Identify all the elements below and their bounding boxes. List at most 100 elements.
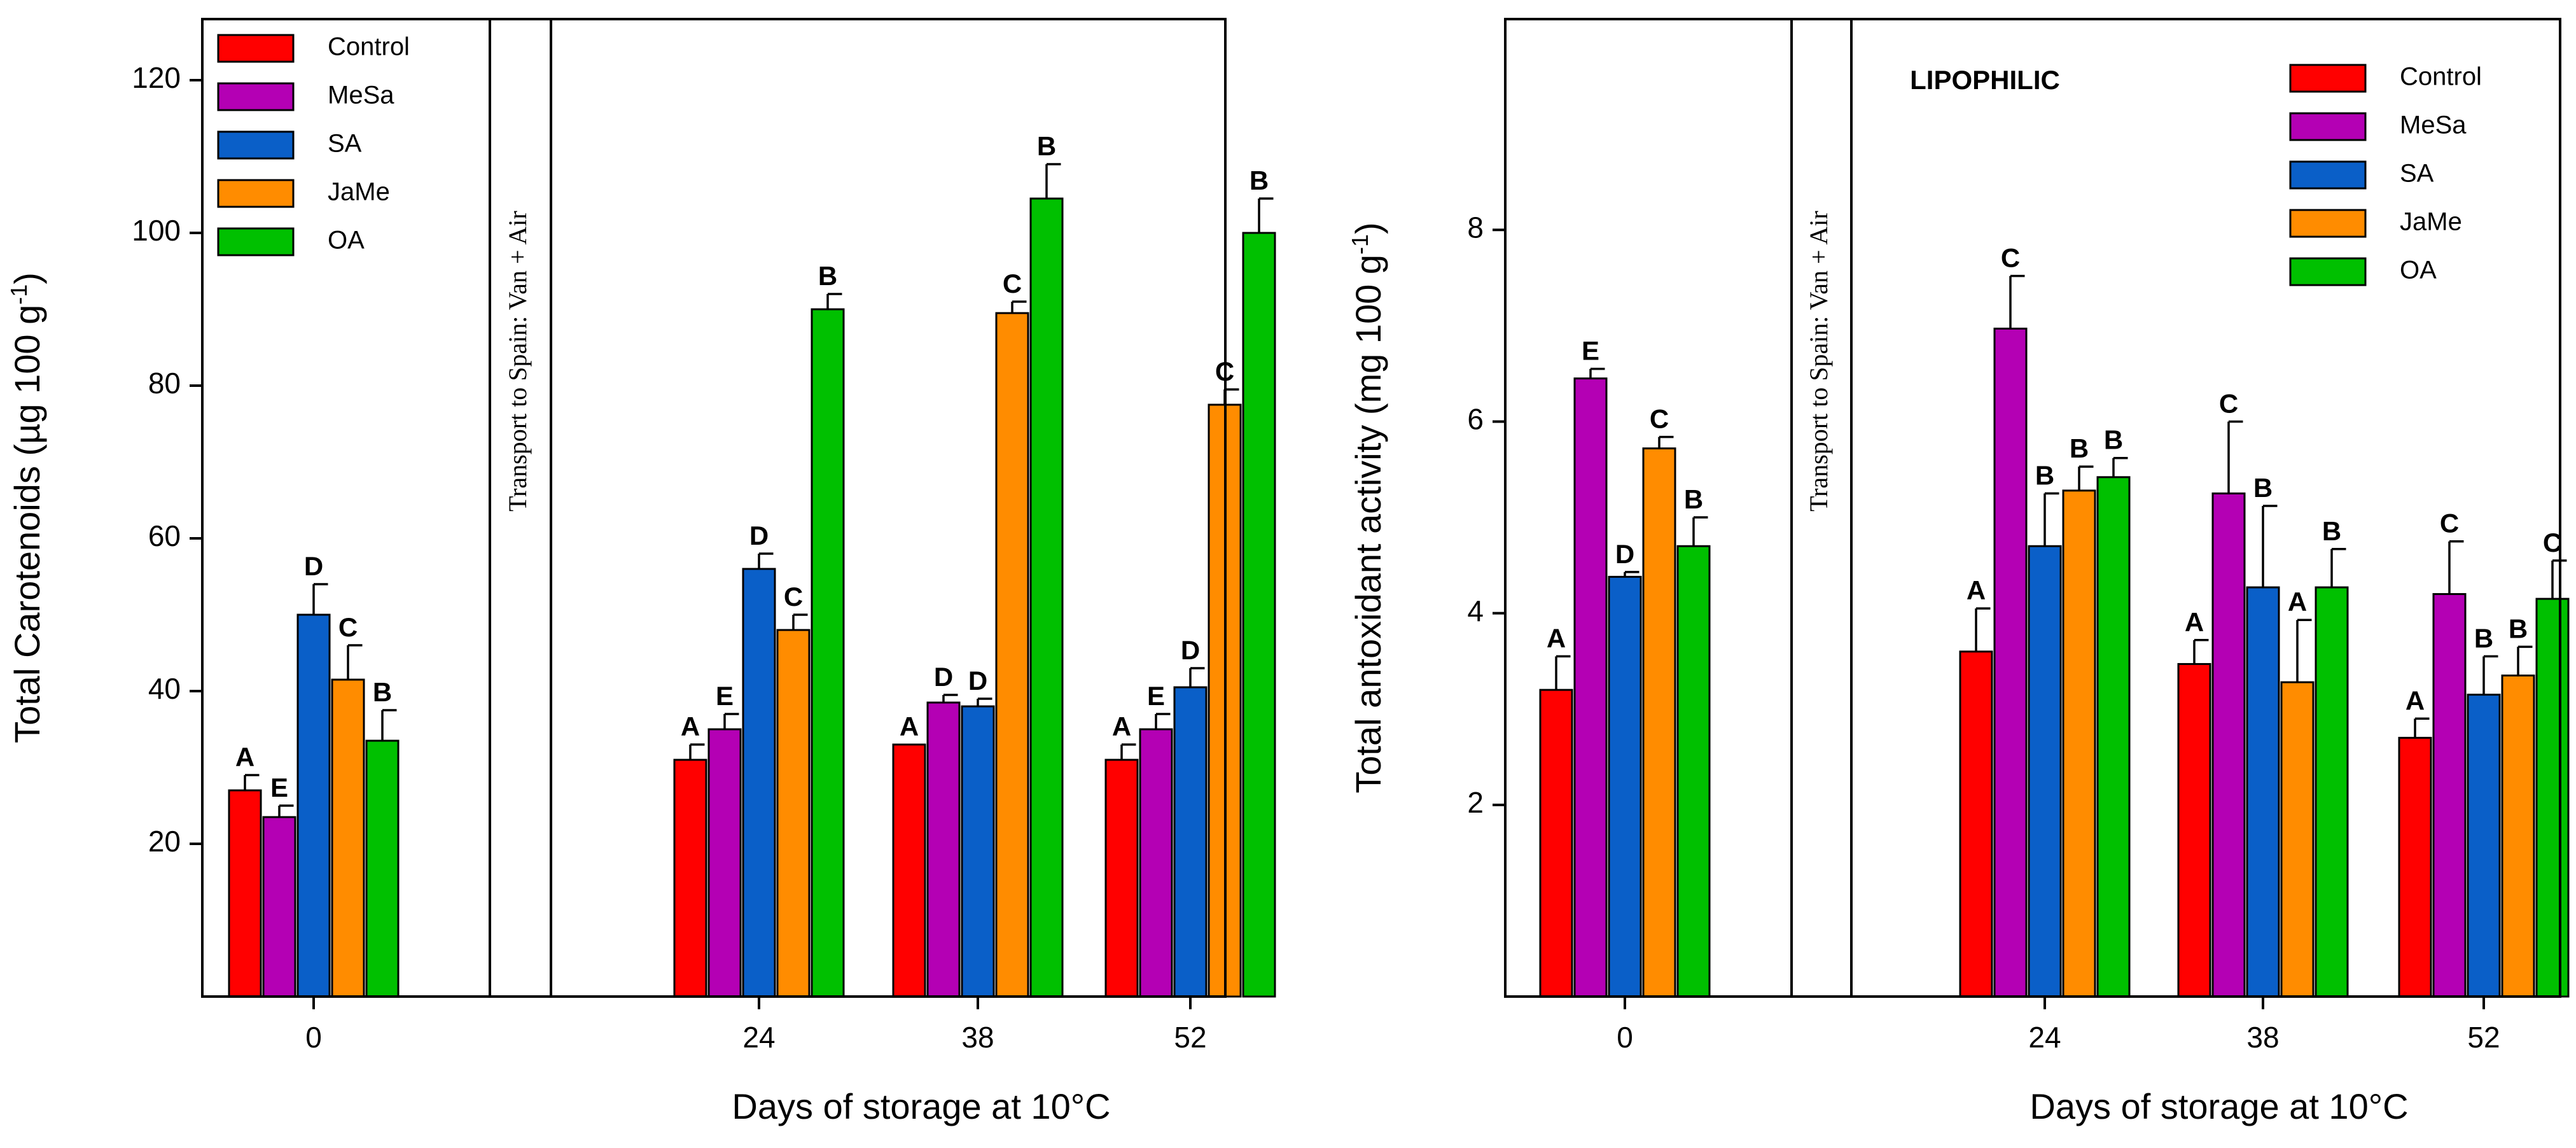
- legend-swatch-sa: [2289, 160, 2367, 190]
- y-tick-label: 8: [1467, 211, 1484, 244]
- bar-right-sa-38: [2246, 586, 2280, 998]
- significance-letter: C: [784, 582, 803, 612]
- legend-swatch-mesa: [217, 82, 295, 111]
- bar-right-mesa-0: [1573, 377, 1608, 998]
- significance-letter: C: [2219, 388, 2238, 418]
- transport-annotation: Transport to Spain: Van + Air: [503, 211, 532, 512]
- bar-right-oa-52: [2535, 598, 2570, 998]
- y-axis-label-main: Total antoxidant activity (mg 100 g: [1348, 255, 1388, 794]
- bar-right-jame-0: [1642, 447, 1676, 998]
- legend-swatch-oa: [217, 227, 295, 256]
- y-tick-label: 20: [148, 825, 181, 858]
- x-tick-label: 38: [2246, 1021, 2279, 1054]
- significance-letter: A: [681, 711, 700, 741]
- significance-letter: C: [2001, 243, 2020, 273]
- significance-letter: D: [1615, 539, 1634, 569]
- significance-letter: C: [2440, 508, 2459, 538]
- significance-letter: D: [749, 521, 769, 550]
- significance-letter: D: [934, 662, 953, 692]
- bar-left-control-24: [673, 759, 707, 998]
- significance-letter: C: [1650, 404, 1669, 434]
- legend-swatch-control: [2289, 64, 2367, 93]
- plot-frame: [201, 18, 1227, 998]
- y-axis-label: Total antoxidant activity (mg 100 g-1): [1347, 222, 1389, 793]
- significance-letter: B: [1684, 484, 1703, 514]
- x-axis-label: Days of storage at 10°C: [732, 1086, 1110, 1126]
- significance-letter: D: [1181, 635, 1200, 665]
- legend-label-control: Control: [328, 33, 410, 61]
- bar-right-mesa-24: [1993, 327, 2028, 998]
- bar-left-jame-24: [776, 629, 811, 998]
- bar-left-control-38: [892, 743, 926, 998]
- significance-letter: D: [304, 551, 323, 581]
- legend-label-control: Control: [2400, 63, 2482, 91]
- bar-left-sa-38: [961, 705, 995, 998]
- bar-left-oa-38: [1029, 197, 1064, 998]
- bar-left-oa-24: [811, 308, 845, 998]
- significance-letter: A: [2405, 685, 2425, 715]
- bar-left-mesa-24: [707, 728, 742, 998]
- legend-label-oa: OA: [2400, 256, 2437, 284]
- bar-left-oa-0: [365, 739, 400, 998]
- significance-letter: B: [818, 261, 837, 291]
- bar-right-oa-24: [2096, 476, 2131, 998]
- significance-letter: A: [900, 711, 919, 741]
- bar-right-oa-38: [2315, 586, 2349, 998]
- significance-letter: E: [716, 681, 734, 711]
- bar-right-sa-52: [2467, 694, 2501, 998]
- significance-letter: A: [1547, 623, 1566, 653]
- legend-swatch-jame: [2289, 209, 2367, 238]
- y-tick-label: 120: [132, 61, 181, 94]
- bar-left-mesa-0: [262, 816, 296, 998]
- bar-right-jame-52: [2501, 675, 2535, 998]
- x-tick-label: 0: [305, 1021, 322, 1054]
- y-axis-label-close: ): [7, 272, 47, 284]
- legend-swatch-oa: [2289, 257, 2367, 286]
- y-tick-label: 100: [132, 214, 181, 247]
- y-axis-label-superscript: -1: [6, 284, 32, 305]
- bar-right-sa-0: [1608, 575, 1642, 998]
- significance-letter: B: [2035, 460, 2054, 490]
- significance-letter: B: [2104, 425, 2123, 455]
- x-tick-label: 24: [742, 1021, 775, 1054]
- significance-letter: A: [1967, 575, 1986, 605]
- legend-swatch-control: [217, 34, 295, 63]
- bar-left-mesa-38: [926, 701, 961, 998]
- significance-letter: D: [968, 666, 987, 696]
- bar-left-jame-0: [331, 678, 365, 998]
- bar-right-control-52: [2398, 736, 2432, 998]
- bar-right-sa-24: [2028, 545, 2062, 998]
- x-tick-label: 38: [961, 1021, 994, 1054]
- bar-left-sa-52: [1173, 686, 1208, 998]
- transport-band: [489, 18, 552, 998]
- significance-letter: B: [1250, 165, 1269, 195]
- y-axis-label-main: Total Carotenoids (µg 100 g: [7, 305, 47, 743]
- x-axis-label: Days of storage at 10°C: [2029, 1086, 2408, 1126]
- bar-left-mesa-52: [1139, 728, 1173, 998]
- legend-label-sa: SA: [2400, 160, 2434, 188]
- y-axis-label-superscript: -1: [1347, 234, 1373, 255]
- legend-swatch-jame: [217, 179, 295, 208]
- significance-letter: A: [2185, 607, 2204, 637]
- legend-swatch-sa: [217, 130, 295, 160]
- significance-letter: E: [1582, 336, 1599, 366]
- significance-letter: A: [1112, 711, 1131, 741]
- legend-label-mesa: MeSa: [328, 81, 394, 109]
- significance-letter: C: [338, 612, 358, 642]
- significance-letter: B: [373, 677, 392, 707]
- y-tick-label: 60: [148, 519, 181, 552]
- legend-swatch-mesa: [2289, 112, 2367, 141]
- significance-letter: A: [235, 742, 254, 772]
- bar-right-mesa-38: [2211, 492, 2246, 998]
- bar-right-mesa-52: [2432, 593, 2467, 998]
- legend-label-sa: SA: [328, 130, 362, 158]
- y-tick-label: 6: [1467, 403, 1484, 436]
- legend-label-mesa: MeSa: [2400, 111, 2467, 139]
- significance-letter: B: [2509, 613, 2528, 643]
- bar-left-jame-38: [995, 312, 1029, 998]
- legend-label-jame: JaMe: [2400, 208, 2462, 236]
- bar-left-oa-52: [1242, 232, 1276, 998]
